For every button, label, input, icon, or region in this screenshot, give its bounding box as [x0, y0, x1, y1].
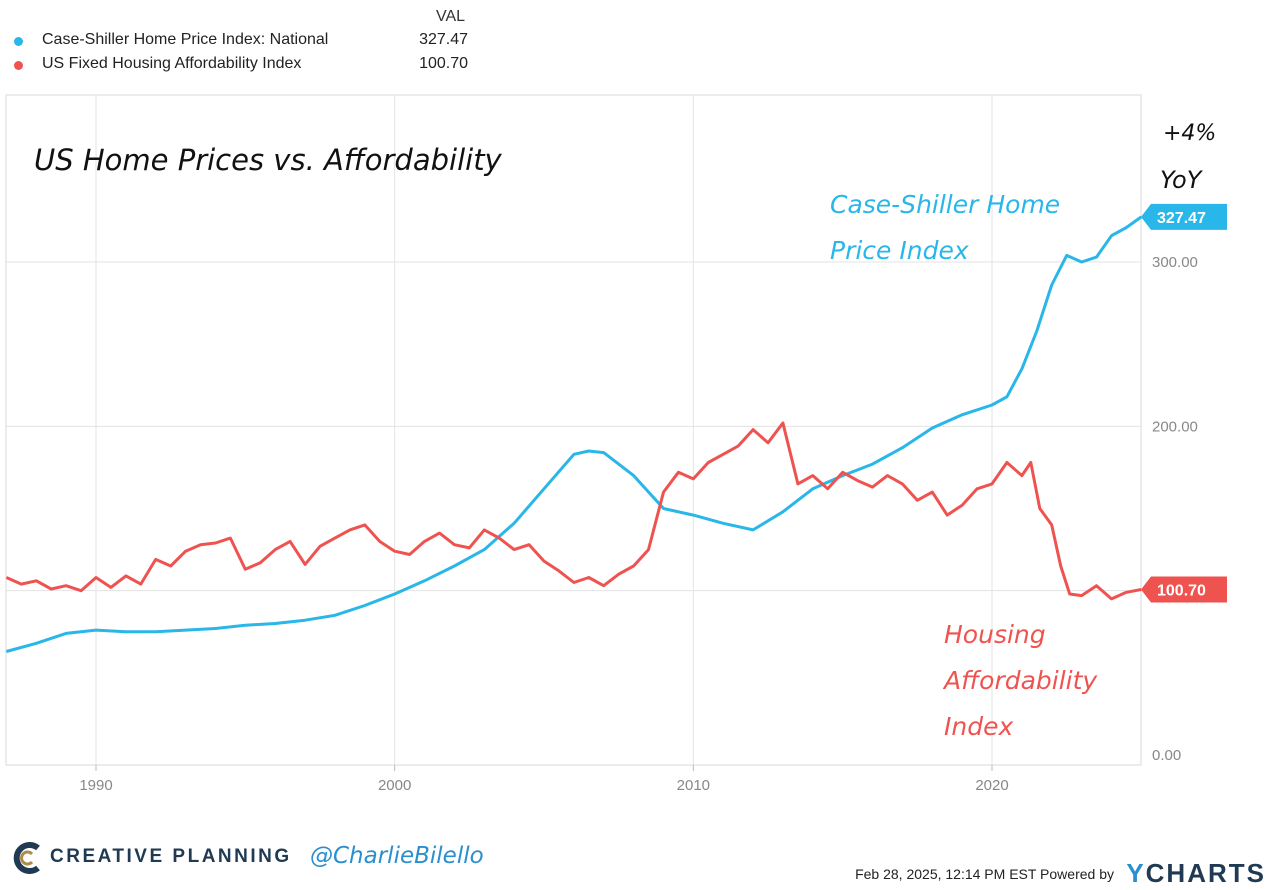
- case-shiller-line: [6, 215, 1143, 653]
- line-chart: 0.00 200.00 300.00 1990 2000 2010 2020 327.47…: [5, 94, 1227, 794]
- brand-name: CREATIVE PLANNING: [50, 846, 292, 867]
- yoy-label: YoY: [1160, 166, 1204, 194]
- legend-item-case-shiller[interactable]: Case-Shiller Home Price Index: National …: [14, 30, 474, 52]
- x-tick-label: 2020: [975, 777, 1008, 794]
- creative-planning-mark-icon: [13, 842, 40, 874]
- legend-value-header: VAL: [436, 8, 466, 25]
- twitter-handle[interactable]: @CharlieBilello: [310, 843, 484, 869]
- last-value-label: 100.70: [1157, 583, 1206, 600]
- timestamp: Feb 28, 2025, 12:14 PM EST Powered by: [855, 866, 1114, 882]
- x-tick-label: 2010: [677, 777, 710, 794]
- data-credit: Feb 28, 2025, 12:14 PM EST Powered by YC…: [846, 858, 1266, 888]
- case-shiller-annotation: Price Index: [830, 236, 969, 265]
- last-value-label: 327.47: [1157, 210, 1206, 227]
- series-group: [5, 215, 1143, 653]
- x-tick-label: 2000: [378, 777, 411, 794]
- affordability-annotation: Affordability: [942, 666, 1098, 695]
- plot-area: [5, 94, 1142, 766]
- case-shiller-dot-icon: [14, 37, 23, 46]
- last-value-tags: 327.47 100.70: [1141, 203, 1227, 603]
- case-shiller-annotation: Case-Shiller Home: [830, 190, 1060, 219]
- affordability-annotation: Index: [944, 712, 1013, 741]
- grid: [6, 95, 1141, 765]
- creative-planning-logo: CREATIVE PLANNING @CharlieBilello: [12, 840, 532, 876]
- affordability-dot-icon: [14, 61, 23, 70]
- x-axis: 1990 2000 2010 2020: [79, 765, 1009, 794]
- chart-title: US Home Prices vs. Affordability: [34, 143, 503, 177]
- last-value-tag: [1141, 576, 1227, 603]
- legend-item-affordability[interactable]: US Fixed Housing Affordability Index 100…: [14, 54, 474, 76]
- y-tick-label: 0.00: [1152, 747, 1181, 764]
- legend-value: 100.70: [419, 55, 468, 72]
- y-axis: 0.00 200.00 300.00: [1152, 254, 1198, 764]
- affordability-annotation: Housing: [944, 620, 1046, 649]
- x-tick-label: 1990: [79, 777, 112, 794]
- y-tick-label: 300.00: [1152, 254, 1198, 271]
- last-value-tag: [1141, 203, 1227, 230]
- legend-name: Case-Shiller Home Price Index: National: [42, 31, 329, 48]
- yoy-change: +4%: [1163, 121, 1216, 146]
- affordability-line: [5, 421, 1142, 601]
- ycharts-rest: CHARTS: [1145, 858, 1266, 888]
- legend-value: 327.47: [419, 31, 468, 48]
- legend-name: US Fixed Housing Affordability Index: [42, 55, 302, 72]
- legend: VAL Case-Shiller Home Price Index: Natio…: [0, 0, 480, 80]
- ycharts-logo[interactable]: YCHARTS: [1126, 858, 1266, 889]
- ycharts-y: Y: [1126, 858, 1146, 888]
- y-tick-label: 200.00: [1152, 418, 1198, 435]
